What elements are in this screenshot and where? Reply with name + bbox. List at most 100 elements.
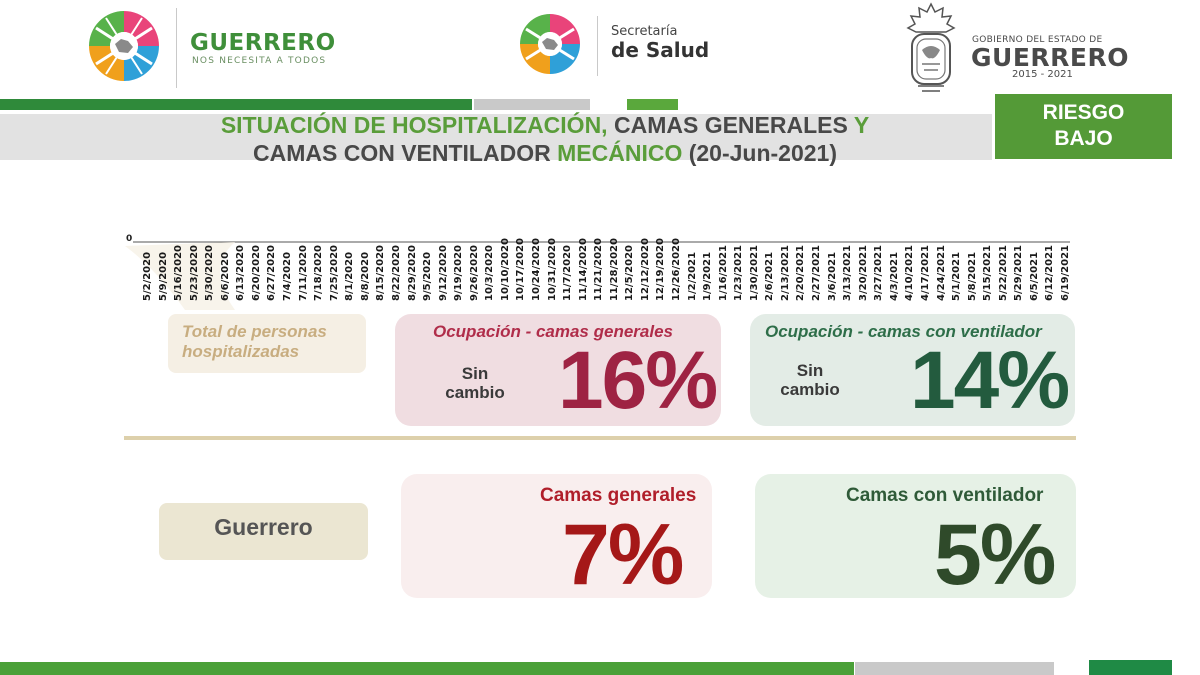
axis-date-label: 11/14/2020 (577, 238, 589, 301)
page-title: SITUACIÓN DE HOSPITALIZACIÓN, CAMAS GENE… (150, 111, 940, 167)
axis-date-label: 6/27/2020 (266, 244, 278, 301)
axis-date-label: 5/8/2021 (966, 251, 978, 301)
axis-date-label: 7/25/2020 (328, 244, 340, 301)
general-occupancy-change: Sin cambio (440, 364, 510, 402)
salud-line1: Secretaría (611, 24, 678, 39)
axis-date-label: 8/22/2020 (390, 244, 402, 301)
general-change-line2: cambio (445, 383, 505, 402)
state-ventilator-beds-title: Camas con ventilador (846, 485, 1044, 506)
axis-date-label: 10/10/2020 (499, 238, 511, 301)
axis-date-label: 8/8/2020 (359, 251, 371, 301)
axis-date-label: 6/5/2021 (1028, 251, 1040, 301)
state-name: Guerrero (214, 514, 313, 540)
axis-date-label: 5/9/2020 (157, 251, 169, 301)
bottom-bar-green (0, 662, 854, 675)
axis-date-label: 3/27/2021 (873, 244, 885, 301)
axis-date-label: 5/16/2020 (173, 244, 185, 301)
top-bar-accent (627, 99, 678, 110)
state-card (159, 503, 368, 560)
axis-date-label: 7/11/2020 (297, 244, 309, 301)
axis-date-label: 8/15/2020 (375, 244, 387, 301)
axis-date-label: 6/12/2021 (1044, 244, 1056, 301)
government-line2: GUERRERO (971, 43, 1129, 72)
axis-date-label: 1/16/2021 (717, 244, 729, 301)
axis-date-label: 2/6/2021 (764, 251, 776, 301)
axis-date-label: 6/20/2020 (250, 244, 262, 301)
axis-date-label: 9/19/2020 (453, 244, 465, 301)
government-line1: GOBIERNO DEL ESTADO DE (972, 35, 1103, 45)
date-axis (125, 241, 1070, 310)
axis-date-label: 6/6/2020 (219, 251, 231, 301)
salud-logo-emblem (518, 12, 582, 76)
axis-date-label: 9/12/2020 (437, 244, 449, 301)
state-ventilator-beds-value: 5% (934, 507, 1056, 603)
axis-date-label: 12/12/2020 (639, 238, 651, 301)
axis-date-label: 12/5/2020 (624, 244, 636, 301)
axis-date-label: 1/2/2021 (686, 251, 698, 301)
ventilator-change-line1: Sin (796, 361, 824, 380)
axis-date-label: 6/13/2020 (235, 244, 247, 301)
axis-date-label: 11/28/2020 (608, 238, 620, 301)
general-occupancy-card (395, 314, 721, 426)
axis-date-label: 4/10/2021 (904, 244, 916, 301)
state-ventilator-beds-card (755, 474, 1076, 598)
axis-date-label: 2/20/2021 (795, 244, 807, 301)
state-general-beds-card (401, 474, 712, 598)
axis-date-label: 11/7/2020 (562, 244, 574, 301)
axis-zero-label: 0 (126, 234, 133, 244)
general-occupancy-title: Ocupación - camas generales (433, 322, 673, 341)
top-bar-green (0, 99, 472, 110)
axis-date-label: 10/24/2020 (530, 238, 542, 301)
axis-date-label: 2/27/2021 (811, 244, 823, 301)
axis-date-label: 5/22/2021 (997, 244, 1009, 301)
axis-date-label: 3/20/2021 (857, 244, 869, 301)
salud-separator (597, 16, 598, 76)
title-part6: (20-Jun-2021) (688, 140, 838, 166)
header-separator (176, 8, 177, 88)
axis-date-label: 2/13/2021 (779, 244, 791, 301)
axis-date-label: 5/29/2021 (1013, 244, 1025, 301)
axis-date-label: 8/29/2020 (406, 244, 418, 301)
axis-date-label: 4/17/2021 (919, 244, 931, 301)
ventilator-occupancy-card (750, 314, 1075, 426)
axis-date-label: 9/26/2020 (468, 244, 480, 301)
axis-date-label: 6/19/2021 (1060, 244, 1071, 301)
axis-date-label: 5/30/2020 (204, 244, 216, 301)
ventilator-change-line2: cambio (780, 380, 840, 399)
axis-date-label: 11/21/2020 (593, 238, 605, 301)
axis-date-label: 4/24/2021 (935, 244, 947, 301)
axis-date-label: 10/17/2020 (515, 238, 527, 301)
risk-line2: BAJO (1054, 127, 1113, 150)
bottom-bar-accent (1089, 660, 1172, 675)
guerrero-brand-tagline: NOS NECESITA A TODOS (192, 56, 327, 66)
total-hospitalized-label: Total de personas hospitalizadas (182, 322, 327, 361)
state-general-beds-title: Camas generales (540, 485, 697, 506)
risk-line1: RIESGO (1042, 101, 1125, 124)
axis-date-label: 4/3/2021 (888, 251, 900, 301)
ventilator-occupancy-title: Ocupación - camas con ventilador (765, 322, 1042, 341)
axis-date-label: 7/4/2020 (282, 251, 294, 301)
title-part4: CAMAS CON VENTILADOR (252, 140, 551, 166)
axis-date-label: 10/3/2020 (484, 244, 496, 301)
guerrero-logo-emblem (86, 8, 162, 84)
state-crest-icon (902, 2, 960, 96)
bottom-bar-gray (855, 662, 1054, 675)
axis-date-label: 5/23/2020 (188, 244, 200, 301)
axis-date-label: 5/2/2020 (142, 251, 153, 301)
axis-watermark-shape (125, 242, 235, 310)
axis-date-label: 3/13/2021 (842, 244, 854, 301)
state-general-beds-value: 7% (562, 507, 684, 603)
axis-date-label: 1/23/2021 (733, 244, 745, 301)
axis-date-label: 3/6/2021 (826, 251, 838, 301)
general-occupancy-value: 16% (558, 335, 718, 426)
general-change-line1: Sin (461, 364, 489, 383)
axis-date-label: 1/9/2021 (702, 251, 714, 301)
axis-date-label: 10/31/2020 (546, 238, 558, 301)
axis-date-label: 12/26/2020 (671, 238, 683, 301)
title-part1: SITUACIÓN DE HOSPITALIZACIÓN, (220, 112, 608, 138)
salud-line2: de Salud (611, 38, 710, 62)
axis-date-label: 9/5/2020 (422, 251, 434, 301)
axis-date-label: 5/1/2021 (951, 251, 963, 301)
top-bar-gray (474, 99, 590, 110)
title-band (0, 114, 992, 160)
